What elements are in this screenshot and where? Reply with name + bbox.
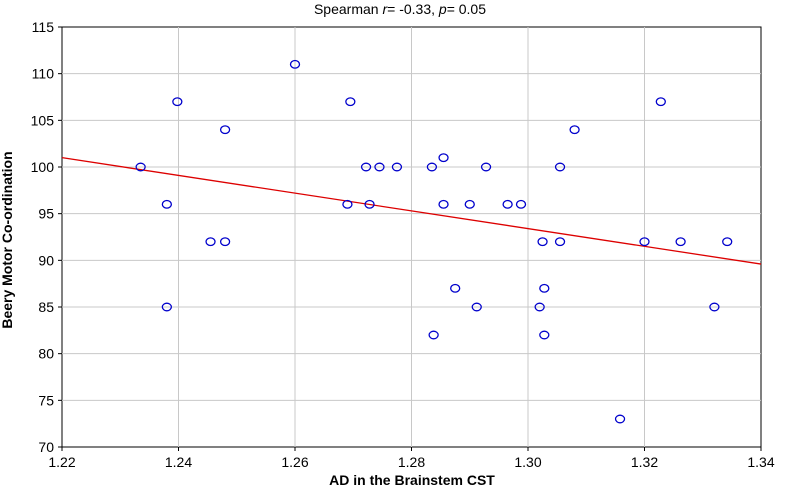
y-tick-label: 80 <box>38 346 54 362</box>
x-axis-title: AD in the Brainstem CST <box>329 472 495 488</box>
data-point <box>709 302 720 312</box>
y-tick-label: 90 <box>38 252 54 268</box>
y-axis: 70 75 80 85 90 95 100 105 110 115 <box>31 19 62 455</box>
data-point <box>464 199 475 209</box>
y-tick-label: 100 <box>31 159 55 175</box>
data-point <box>342 199 353 209</box>
data-point <box>161 302 173 312</box>
data-point <box>428 330 439 340</box>
data-point <box>205 237 216 247</box>
data-point <box>426 162 438 172</box>
y-axis-title: Beery Motor Co-ordination <box>0 151 15 328</box>
data-point <box>480 162 492 172</box>
data-point <box>502 199 513 209</box>
x-axis: 1.22 1.24 1.26 1.28 1.30 1.32 1.34 <box>48 447 775 470</box>
x-tick-label: 1.34 <box>747 454 774 470</box>
x-tick-label: 1.32 <box>631 454 658 470</box>
data-point <box>360 162 372 172</box>
data-point <box>655 97 666 107</box>
regression-line <box>61 157 762 265</box>
data-point <box>471 302 482 312</box>
x-tick-label: 1.22 <box>48 454 75 470</box>
y-tick-label: 105 <box>31 112 55 128</box>
data-point <box>515 199 527 209</box>
data-point <box>569 125 580 135</box>
data-point <box>374 162 385 172</box>
data-point <box>438 153 449 163</box>
data-point <box>450 283 461 293</box>
y-tick-label: 75 <box>38 392 54 408</box>
y-tick-label: 110 <box>32 66 55 82</box>
data-point <box>161 199 173 209</box>
data-point <box>539 330 550 340</box>
data-point <box>391 162 403 172</box>
x-tick-label: 1.24 <box>165 454 192 470</box>
data-point <box>722 237 733 247</box>
data-point <box>554 237 566 247</box>
data-points <box>135 59 733 424</box>
y-tick-label: 95 <box>38 206 54 222</box>
chart-title: Spearman r= -0.33, p= 0.05 <box>314 1 486 17</box>
y-tick-label: 115 <box>32 19 55 35</box>
data-point <box>219 125 231 135</box>
x-tick-label: 1.30 <box>514 454 541 470</box>
data-point <box>539 283 550 293</box>
data-point <box>537 237 548 247</box>
data-point <box>364 199 375 209</box>
x-tick-label: 1.28 <box>398 454 425 470</box>
data-point <box>675 237 686 247</box>
data-point <box>289 59 301 69</box>
data-point <box>219 237 231 247</box>
data-point <box>614 414 626 424</box>
data-point <box>345 97 356 107</box>
data-point <box>135 162 146 172</box>
y-tick-label: 85 <box>38 299 54 315</box>
data-point <box>534 302 545 312</box>
data-point <box>639 237 650 247</box>
data-point <box>554 162 566 172</box>
data-point <box>172 97 183 107</box>
data-point <box>438 199 449 209</box>
grid <box>62 27 761 447</box>
y-tick-label: 70 <box>38 439 54 455</box>
x-tick-label: 1.26 <box>281 454 308 470</box>
